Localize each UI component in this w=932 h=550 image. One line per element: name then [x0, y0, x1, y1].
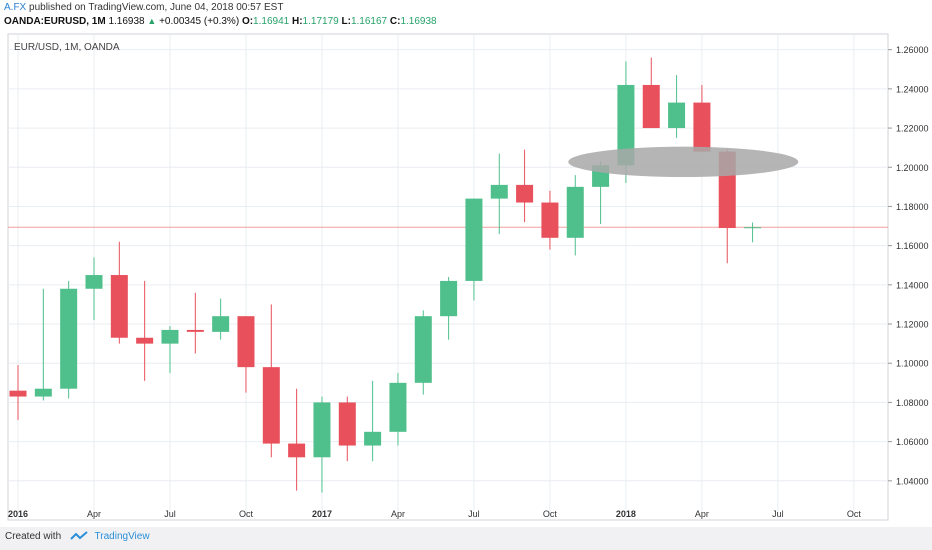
candle-body	[642, 84, 660, 129]
open-key: O:	[241, 16, 254, 27]
candle-body	[566, 186, 584, 238]
y-tick-label: 1.14000	[896, 280, 929, 290]
candle-body	[338, 402, 356, 446]
close-value: 1.16938	[400, 16, 437, 27]
candle-body	[237, 316, 255, 368]
candle-body	[212, 316, 230, 332]
candle-body	[34, 388, 52, 397]
candle-body	[668, 102, 686, 129]
footer: Created with TradingView	[0, 527, 932, 550]
price-axis[interactable]: 1.26000 1.24000 1.22000 1.20000 1.18000 1.160…	[888, 45, 929, 486]
low-value: 1.16167	[350, 16, 388, 27]
up-triangle-icon: ▲	[147, 16, 157, 26]
y-tick-label: 1.24000	[896, 84, 929, 94]
x-tick-label: Apr	[87, 509, 101, 519]
chart-title: EUR/USD, 1M, OANDA	[14, 42, 120, 53]
x-tick-label: Apr	[695, 509, 709, 519]
symbol-label: OANDA:EURUSD, 1M	[4, 16, 106, 27]
high-value: 1.17179	[302, 16, 339, 27]
candle-body	[186, 329, 204, 332]
highlight-zone	[568, 146, 799, 178]
candle-body	[541, 202, 559, 238]
candle-body	[389, 382, 407, 432]
x-tick-label: Jul	[468, 509, 480, 519]
x-tick-label: 2017	[312, 509, 332, 519]
y-tick-label: 1.20000	[896, 163, 929, 173]
candle-body	[617, 84, 635, 166]
open-value: 1.16941	[253, 16, 290, 27]
x-tick-label: 2018	[616, 509, 636, 519]
x-tick-label: Oct	[239, 509, 254, 519]
time-axis[interactable]: 2016 Apr Jul Oct 2017 Apr Jul Oct 2018 Apr Jul Oct	[8, 509, 861, 519]
candle-body	[288, 443, 306, 458]
x-tick-label: Oct	[543, 509, 558, 519]
published-text: published on TradingView.com, June 04, 2…	[29, 2, 284, 13]
y-tick-label: 1.12000	[896, 320, 929, 330]
candle-body	[136, 337, 154, 344]
candle-body	[465, 198, 483, 281]
created-with: Created with TradingView	[5, 531, 150, 542]
candle-body	[440, 280, 458, 317]
y-tick-label: 1.10000	[896, 359, 929, 369]
x-tick-label: Apr	[391, 509, 405, 519]
x-tick-label: Jul	[164, 509, 176, 519]
candle-body	[262, 367, 280, 444]
low-key: L:	[341, 16, 351, 27]
created-text: Created with	[5, 531, 62, 542]
tradingview-link[interactable]: TradingView	[94, 531, 150, 542]
candle-body	[110, 275, 128, 338]
y-tick-label: 1.18000	[896, 202, 929, 212]
chart-header: A.FX published on TradingView.com, June …	[0, 0, 932, 32]
candles	[8, 57, 888, 493]
candle-body	[313, 402, 331, 458]
x-tick-label: 2016	[8, 509, 28, 519]
ohlc-legend: OANDA:EURUSD, 1M 1.16938 ▲ +0.00345 (+0.…	[4, 16, 437, 27]
candle-body	[490, 184, 508, 199]
publish-info: A.FX published on TradingView.com, June …	[4, 2, 283, 13]
y-tick-label: 1.16000	[896, 241, 929, 251]
y-tick-label: 1.04000	[896, 476, 929, 486]
y-tick-label: 1.08000	[896, 398, 929, 408]
high-key: H:	[291, 16, 303, 27]
candle-body	[414, 316, 432, 383]
candle-body	[161, 329, 179, 344]
plot-area	[7, 33, 889, 521]
y-tick-label: 1.26000	[896, 45, 929, 55]
close-key: C:	[389, 16, 401, 27]
x-tick-label: Oct	[847, 509, 862, 519]
price-change: +0.00345 (+0.3%)	[159, 16, 240, 27]
candle-body	[9, 390, 27, 397]
y-tick-label: 1.06000	[896, 437, 929, 447]
author-link[interactable]: A.FX	[4, 2, 27, 13]
candle-body	[60, 288, 78, 389]
candle-body	[744, 227, 762, 229]
tradingview-logo-icon	[70, 531, 88, 541]
candle-body	[364, 431, 382, 446]
candle-body	[516, 184, 534, 203]
x-tick-label: Jul	[772, 509, 784, 519]
price-chart[interactable]: 1.26000 1.24000 1.22000 1.20000 1.18000 1.160…	[0, 0, 932, 527]
candle-body	[693, 102, 711, 152]
last-price: 1.16938	[108, 16, 145, 27]
candle-body	[85, 275, 103, 289]
y-tick-label: 1.22000	[896, 124, 929, 134]
